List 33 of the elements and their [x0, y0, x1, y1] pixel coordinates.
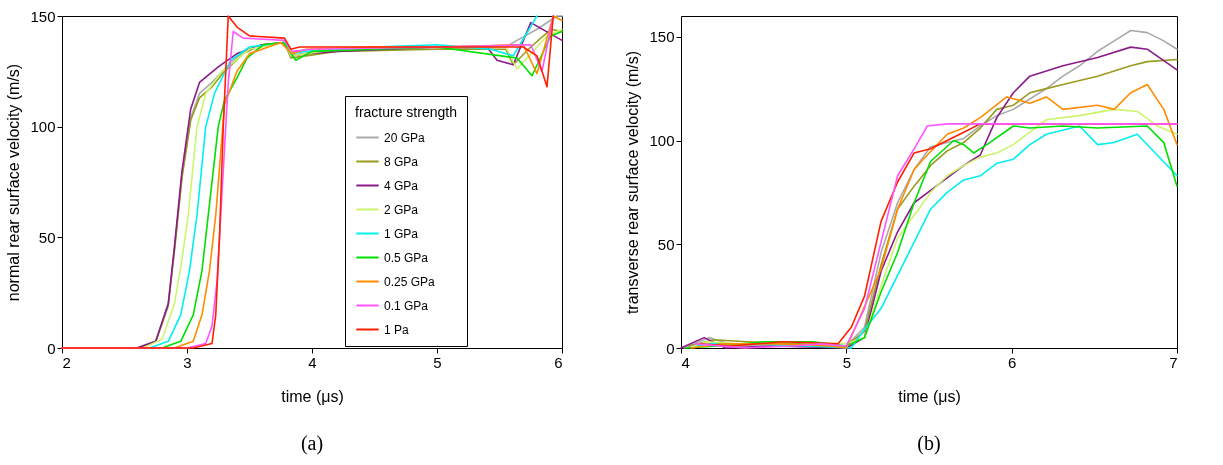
- legend-title: fracture strength: [355, 104, 457, 120]
- legend-label: 1 GPa: [384, 226, 419, 241]
- y-tick-label: 50: [38, 228, 56, 246]
- legend-label: 0.25 GPa: [384, 274, 436, 289]
- x-tick-label: 7: [1169, 353, 1178, 371]
- x-tick-label: 4: [681, 353, 690, 371]
- legend-label: 0.5 GPa: [384, 250, 429, 265]
- legend-label: 8 GPa: [384, 154, 419, 169]
- x-tick-label: 3: [183, 353, 192, 371]
- text: (a): [300, 432, 324, 455]
- x-axis-title: time (μs): [898, 387, 961, 405]
- text: (b): [917, 432, 941, 455]
- y-tick-label: 0: [666, 339, 675, 357]
- legend-label: 0.1 GPa: [384, 298, 429, 313]
- y-tick-label: 150: [30, 7, 56, 25]
- legend-label: 4 GPa: [384, 178, 419, 193]
- y-tick-label: 50: [657, 235, 675, 253]
- x-tick-label: 5: [842, 353, 852, 371]
- x-tick-label: 4: [308, 353, 317, 371]
- x-tick-label: 2: [62, 353, 71, 371]
- x-tick-label: 6: [554, 353, 563, 371]
- legend-label: 20 GPa: [384, 130, 426, 145]
- x-tick-label: 5: [433, 353, 442, 371]
- y-tick-label: 100: [649, 132, 675, 149]
- x-axis-title: time (μs): [281, 387, 344, 405]
- x-tick-label: 6: [1007, 353, 1017, 371]
- y-tick-label: 100: [30, 118, 56, 136]
- legend-label: 1 Pa: [384, 322, 410, 337]
- y-tick-label: 150: [649, 28, 675, 46]
- y-tick-label: 0: [47, 339, 56, 357]
- y-axis-title: normal rear surface velocity (m/s): [5, 63, 23, 302]
- y-axis-title: transverse rear surface velocity (m/s): [624, 50, 642, 315]
- legend-label: 2 GPa: [384, 202, 419, 217]
